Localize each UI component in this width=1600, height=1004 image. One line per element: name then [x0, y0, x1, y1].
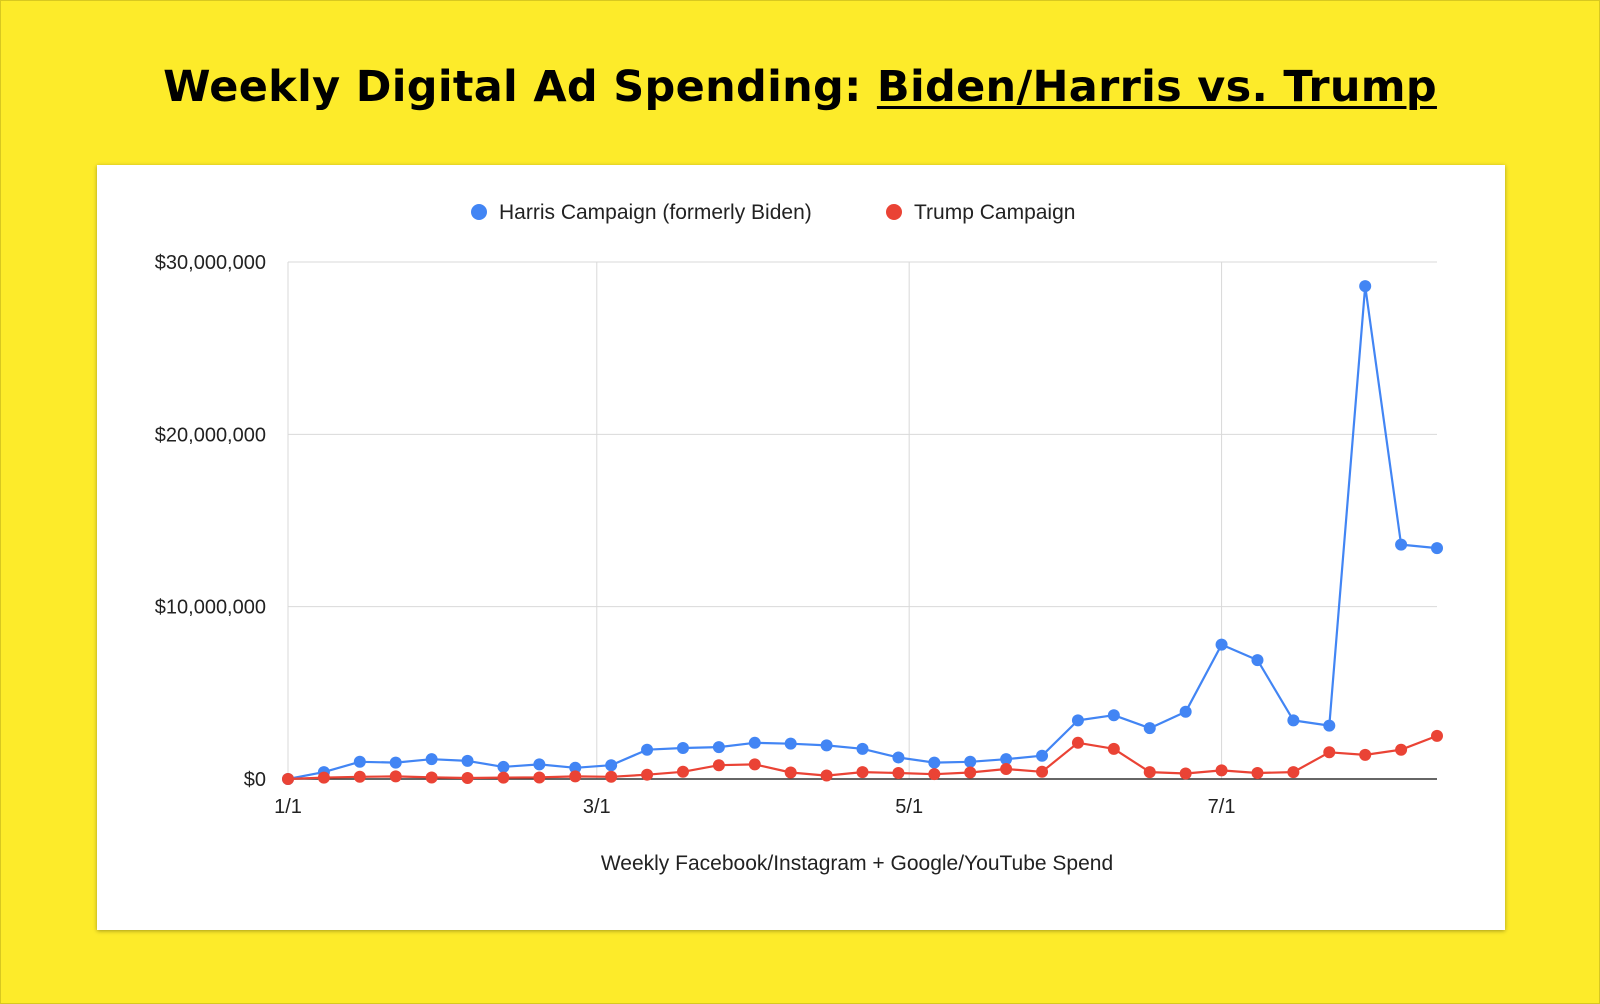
data-point-harris[interactable] [1287, 714, 1300, 727]
data-point-trump[interactable] [676, 765, 689, 778]
legend-harris-marker [471, 204, 487, 220]
data-point-trump[interactable] [1179, 767, 1192, 780]
legend-harris-label: Harris Campaign (formerly Biden) [499, 201, 812, 224]
data-point-trump[interactable] [1143, 766, 1156, 779]
data-point-trump[interactable] [389, 770, 402, 783]
data-point-trump[interactable] [1215, 764, 1228, 777]
data-point-trump[interactable] [1287, 766, 1300, 779]
data-point-harris[interactable] [389, 756, 402, 769]
data-point-trump[interactable] [641, 768, 654, 781]
chart-card: Harris Campaign (formerly Biden) Trump C… [97, 165, 1505, 930]
title-underlined: Biden/Harris vs. Trump [876, 62, 1437, 112]
data-point-harris[interactable] [497, 760, 510, 773]
data-point-harris[interactable] [353, 755, 366, 768]
data-point-harris[interactable] [1071, 714, 1084, 727]
data-point-trump[interactable] [712, 759, 725, 772]
data-point-trump[interactable] [605, 770, 618, 783]
data-point-trump[interactable] [928, 768, 941, 781]
data-point-trump[interactable] [856, 766, 869, 779]
data-point-harris[interactable] [425, 753, 438, 766]
data-point-harris[interactable] [1395, 538, 1408, 551]
legend: Harris Campaign (formerly Biden) Trump C… [471, 201, 1075, 224]
data-point-harris[interactable] [1431, 542, 1443, 555]
series-line-harris [287, 284, 1438, 781]
data-point-trump[interactable] [1036, 765, 1049, 778]
y-tick-label: $0 [244, 769, 266, 791]
data-point-harris[interactable] [928, 756, 941, 769]
data-point-harris[interactable] [964, 755, 977, 768]
data-point-trump[interactable] [964, 766, 977, 779]
data-point-harris[interactable] [784, 737, 797, 750]
data-point-harris[interactable] [676, 741, 689, 754]
data-point-harris[interactable] [748, 736, 761, 749]
x-tick-label: 7/1 [1208, 796, 1236, 818]
data-point-trump[interactable] [1323, 746, 1336, 759]
page-title: Weekly Digital Ad Spending: Biden/Harris… [0, 62, 1600, 112]
data-point-harris[interactable] [605, 759, 618, 772]
legend-trump-label: Trump Campaign [914, 201, 1075, 224]
data-point-harris[interactable] [1359, 280, 1372, 293]
data-point-harris[interactable] [641, 743, 654, 756]
data-point-trump[interactable] [425, 771, 438, 784]
data-point-harris[interactable] [892, 751, 905, 764]
data-point-trump[interactable] [569, 770, 582, 783]
title-prefix: Weekly Digital Ad Spending: [163, 62, 877, 112]
data-point-trump[interactable] [892, 766, 905, 779]
data-point-harris[interactable] [1000, 753, 1013, 766]
data-point-trump[interactable] [1071, 736, 1084, 749]
x-tick-label: 5/1 [895, 796, 923, 818]
data-point-trump[interactable] [1431, 729, 1443, 742]
data-point-trump[interactable] [748, 758, 761, 771]
data-point-harris[interactable] [1251, 654, 1264, 667]
data-point-harris[interactable] [1323, 719, 1336, 732]
series-layer [282, 280, 1443, 785]
line-chart: Harris Campaign (formerly Biden) Trump C… [155, 201, 1443, 875]
data-point-harris[interactable] [856, 742, 869, 755]
data-point-trump[interactable] [784, 766, 797, 779]
data-point-trump[interactable] [497, 771, 510, 784]
y-tick-label: $20,000,000 [155, 424, 266, 446]
data-point-trump[interactable] [461, 771, 474, 784]
data-point-harris[interactable] [1107, 709, 1120, 722]
data-point-harris[interactable] [1179, 705, 1192, 718]
legend-trump-marker [886, 204, 902, 220]
data-point-harris[interactable] [820, 739, 833, 752]
axes: $0 $10,000,000 $20,000,000 $30,000,000 1/1 3/… [155, 252, 1437, 818]
data-point-trump[interactable] [1395, 743, 1408, 756]
x-axis-title: Weekly Facebook/Instagram + Google/YouTu… [601, 852, 1113, 875]
data-point-trump[interactable] [1107, 742, 1120, 755]
grid [287, 261, 1437, 779]
data-point-trump[interactable] [282, 773, 294, 785]
data-point-trump[interactable] [1251, 766, 1264, 779]
y-tick-label: $10,000,000 [155, 597, 266, 619]
data-point-harris[interactable] [712, 741, 725, 754]
data-point-harris[interactable] [1036, 749, 1049, 762]
data-point-trump[interactable] [533, 771, 546, 784]
x-tick-label: 3/1 [583, 796, 611, 818]
data-point-trump[interactable] [1359, 748, 1372, 761]
data-point-trump[interactable] [820, 769, 833, 782]
data-point-harris[interactable] [533, 758, 546, 771]
x-tick-label: 1/1 [274, 796, 302, 818]
data-point-harris[interactable] [1143, 722, 1156, 735]
data-point-harris[interactable] [569, 761, 582, 774]
data-point-trump[interactable] [1000, 763, 1013, 776]
data-point-harris[interactable] [461, 754, 474, 767]
data-point-harris[interactable] [1215, 638, 1228, 651]
y-tick-label: $30,000,000 [155, 252, 266, 274]
data-point-trump[interactable] [353, 770, 366, 783]
data-point-trump[interactable] [317, 771, 330, 784]
